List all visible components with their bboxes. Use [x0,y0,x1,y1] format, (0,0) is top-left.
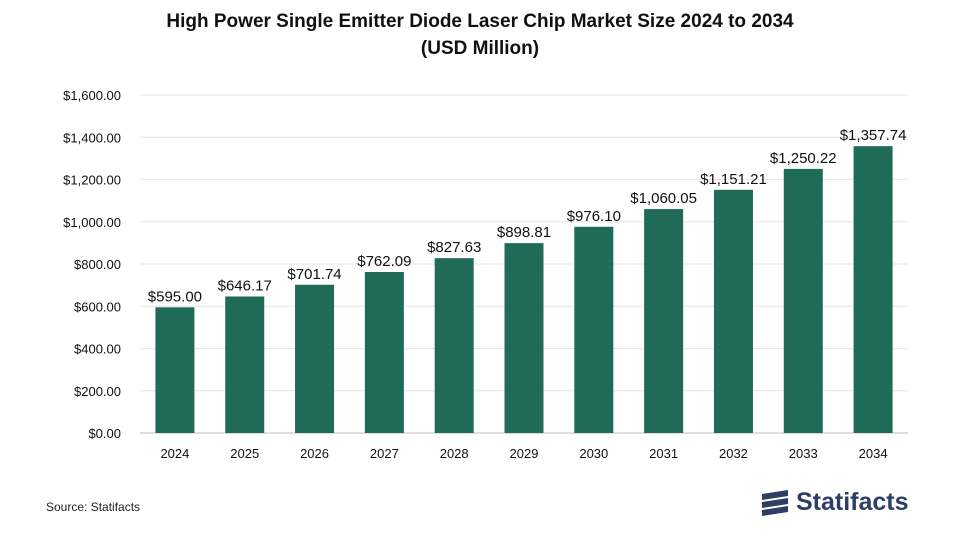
bar [225,296,265,433]
bar [853,146,893,433]
chart-title: High Power Single Emitter Diode Laser Ch… [0,8,960,62]
chart-title-line-1: High Power Single Emitter Diode Laser Ch… [166,11,794,32]
x-tick-label: 2031 [649,446,678,461]
data-label: $898.81 [497,224,551,241]
bar [364,272,404,433]
y-tick-label: $400.00 [74,342,121,357]
data-label: $1,060.05 [630,190,697,207]
bar [783,168,823,433]
y-tick-label: $800.00 [74,257,121,272]
chart-title-line-2: (USD Million) [420,38,540,59]
statifacts-logo-icon [762,489,788,516]
y-tick-label: $1,000.00 [63,215,121,230]
bar [504,243,544,433]
bar [644,209,684,433]
data-label: $1,151.21 [700,171,767,188]
bar [434,258,474,433]
data-label: $1,250.22 [770,150,837,167]
y-tick-label: $200.00 [74,384,121,399]
y-tick-label: $600.00 [74,299,121,314]
brand-name: Statifacts [796,488,909,516]
data-label: $976.10 [567,208,621,225]
x-tick-label: 2025 [230,446,259,461]
data-label: $701.74 [287,266,341,283]
x-tick-label: 2028 [440,446,469,461]
y-tick-label: $0.00 [88,426,121,441]
data-label: $646.17 [218,277,272,294]
x-tick-label: 2034 [859,446,888,461]
y-tick-label: $1,600.00 [63,88,121,103]
x-tick-label: 2032 [719,446,748,461]
x-tick-label: 2027 [370,446,399,461]
x-tick-label: 2024 [160,446,189,461]
x-tick-label: 2030 [579,446,608,461]
y-tick-label: $1,200.00 [63,173,121,188]
x-tick-label: 2033 [789,446,818,461]
x-tick-label: 2029 [510,446,539,461]
bar [713,189,753,433]
data-label: $1,357.74 [840,127,907,144]
x-tick-label: 2026 [300,446,329,461]
bar [295,284,335,433]
bar [574,226,614,433]
bar [155,307,195,433]
y-tick-label: $1,400.00 [63,130,121,145]
data-label: $595.00 [148,288,202,305]
data-label: $827.63 [427,239,481,256]
data-label: $762.09 [357,253,411,270]
source-note: Source: Statifacts [46,500,141,514]
brand-logo: Statifacts [760,488,909,517]
